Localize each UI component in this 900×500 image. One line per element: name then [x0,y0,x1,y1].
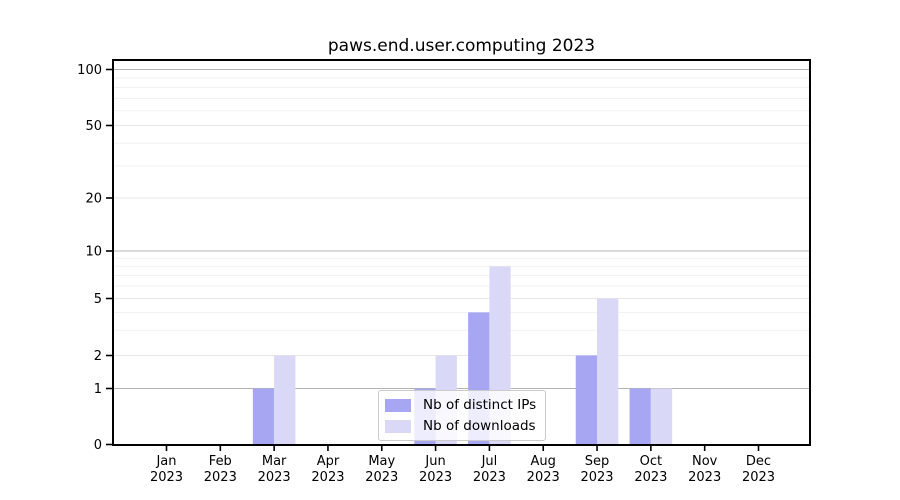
legend-swatch-downloads [385,419,411,433]
x-tick-label-year-nov: 2023 [688,470,721,485]
x-tick-label-year-apr: 2023 [311,470,344,485]
y-tick-label-5: 5 [94,292,102,307]
x-tick-label-year-feb: 2023 [204,470,237,485]
x-tick-label-month-sep: Sep [585,454,610,469]
bar-downloads-mar [274,355,296,445]
x-tick-label-month-nov: Nov [692,454,718,469]
x-tick-label-year-jul: 2023 [473,470,506,485]
x-tick-label-month-mar: Mar [262,454,287,469]
legend-item-downloads: Nb of downloads [385,417,536,435]
legend-label-downloads: Nb of downloads [423,418,536,434]
plot-frame [112,59,811,446]
x-tick-label-year-jun: 2023 [419,470,452,485]
x-tick-label-year-sep: 2023 [580,470,613,485]
x-tick-label-year-dec: 2023 [742,470,775,485]
x-tick-label-year-aug: 2023 [527,470,560,485]
y-tick-label-100: 100 [77,63,102,78]
x-tick-label-month-jul: Jul [481,454,498,469]
x-tick-label-year-jan: 2023 [150,470,183,485]
bar-distinct-ips-sep [575,355,598,445]
x-tick-label-year-may: 2023 [365,470,398,485]
y-tick-label-50: 50 [85,119,102,134]
x-tick-label-year-mar: 2023 [258,470,291,485]
y-tick-label-2: 2 [94,349,102,364]
x-tick-label-month-may: May [368,454,395,469]
chart-title: paws.end.user.computing 2023 [327,36,596,56]
x-tick-label-month-jun: Jun [424,454,445,469]
y-tick-label-20: 20 [85,192,102,207]
bar-distinct-ips-mar [252,388,275,445]
x-tick-label-month-oct: Oct [640,454,662,469]
bar-downloads-sep [597,298,619,445]
bar-downloads-oct [650,388,673,445]
legend-item-distinct-ips: Nb of distinct IPs [385,396,536,414]
x-tick-label-month-jan: Jan [155,454,176,469]
legend-label-distinct-ips: Nb of distinct IPs [423,397,537,413]
x-tick-label-month-dec: Dec [746,454,771,469]
y-tick-label-1: 1 [94,382,102,397]
x-tick-label-year-oct: 2023 [634,470,667,485]
x-tick-label-month-feb: Feb [209,454,232,469]
x-tick-label-month-aug: Aug [531,454,556,469]
y-tick-label-0: 0 [94,438,102,453]
legend: Nb of distinct IPs Nb of downloads [378,390,547,441]
y-tick-label-10: 10 [85,245,102,260]
x-tick-label-month-apr: Apr [317,454,340,469]
legend-swatch-distinct-ips [385,398,411,412]
bar-distinct-ips-oct [629,388,651,445]
